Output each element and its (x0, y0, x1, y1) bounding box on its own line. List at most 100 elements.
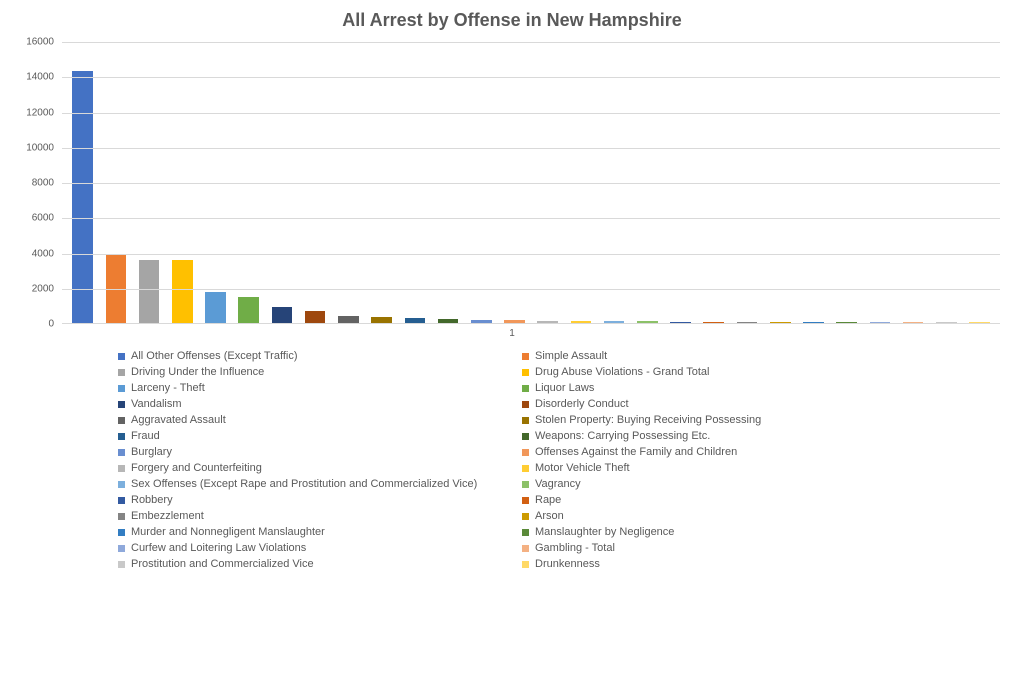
x-axis-label: 1 (0, 328, 1024, 339)
legend-swatch (118, 449, 125, 456)
legend-label: Offenses Against the Family and Children (535, 446, 737, 458)
y-tick-label: 2000 (32, 283, 54, 294)
legend-swatch (522, 417, 529, 424)
bar (836, 322, 857, 323)
bar (637, 321, 658, 323)
bar (305, 311, 326, 323)
gridline (62, 218, 1000, 219)
legend-item: Simple Assault (522, 350, 918, 362)
legend-item: Gambling - Total (522, 542, 918, 554)
legend-label: Weapons: Carrying Possessing Etc. (535, 430, 710, 442)
bar (205, 292, 226, 323)
legend-label: Rape (535, 494, 561, 506)
legend-label: Robbery (131, 494, 173, 506)
legend-item: Manslaughter by Negligence (522, 526, 918, 538)
legend-label: Murder and Nonnegligent Manslaughter (131, 526, 325, 538)
legend-item: Offenses Against the Family and Children (522, 446, 918, 458)
bar (737, 322, 758, 323)
legend-label: Disorderly Conduct (535, 398, 629, 410)
y-tick-label: 10000 (26, 142, 54, 153)
legend-item: Prostitution and Commercialized Vice (118, 558, 514, 570)
legend-swatch (118, 385, 125, 392)
legend-item: Driving Under the Influence (118, 366, 514, 378)
legend-label: Fraud (131, 430, 160, 442)
legend-label: Motor Vehicle Theft (535, 462, 630, 474)
legend-swatch (118, 417, 125, 424)
legend-swatch (522, 529, 529, 536)
gridline (62, 254, 1000, 255)
legend-label: Vandalism (131, 398, 182, 410)
legend-item: Fraud (118, 430, 514, 442)
legend-swatch (118, 513, 125, 520)
legend-swatch (118, 561, 125, 568)
bar (504, 320, 525, 323)
bar (72, 71, 93, 323)
y-tick-label: 8000 (32, 178, 54, 189)
bar (969, 322, 990, 323)
legend-label: Gambling - Total (535, 542, 615, 554)
legend-item: Robbery (118, 494, 514, 506)
gridline (62, 42, 1000, 43)
legend-label: Stolen Property: Buying Receiving Posses… (535, 414, 761, 426)
gridline (62, 77, 1000, 78)
legend-swatch (118, 465, 125, 472)
legend-label: Curfew and Loitering Law Violations (131, 542, 306, 554)
legend-swatch (118, 401, 125, 408)
bar (870, 322, 891, 323)
bar (471, 320, 492, 323)
legend-swatch (118, 481, 125, 488)
legend-item: Drug Abuse Violations - Grand Total (522, 366, 918, 378)
bar (936, 322, 957, 323)
bar (670, 322, 691, 323)
bar (903, 322, 924, 323)
legend-label: Larceny - Theft (131, 382, 205, 394)
legend-item: Weapons: Carrying Possessing Etc. (522, 430, 918, 442)
legend-label: Simple Assault (535, 350, 607, 362)
legend-swatch (118, 497, 125, 504)
legend-swatch (522, 449, 529, 456)
legend-swatch (522, 481, 529, 488)
bar (537, 321, 558, 323)
legend-swatch (522, 465, 529, 472)
legend-swatch (118, 369, 125, 376)
legend-swatch (522, 513, 529, 520)
legend-item: Disorderly Conduct (522, 398, 918, 410)
legend-swatch (118, 545, 125, 552)
legend-label: All Other Offenses (Except Traffic) (131, 350, 298, 362)
legend-item: Rape (522, 494, 918, 506)
y-tick-label: 16000 (26, 37, 54, 48)
legend-swatch (522, 433, 529, 440)
chart-title: All Arrest by Offense in New Hampshire (0, 10, 1024, 31)
legend-item: Murder and Nonnegligent Manslaughter (118, 526, 514, 538)
legend-swatch (118, 353, 125, 360)
legend-item: All Other Offenses (Except Traffic) (118, 350, 514, 362)
legend-swatch (118, 433, 125, 440)
legend-item: Sex Offenses (Except Rape and Prostituti… (118, 478, 514, 490)
legend-item: Burglary (118, 446, 514, 458)
legend-label: Driving Under the Influence (131, 366, 264, 378)
bar (338, 316, 359, 323)
legend-label: Prostitution and Commercialized Vice (131, 558, 314, 570)
legend-item: Motor Vehicle Theft (522, 462, 918, 474)
bar (438, 319, 459, 323)
legend-swatch (522, 561, 529, 568)
bar (238, 297, 259, 323)
gridline (62, 289, 1000, 290)
y-axis: 0200040006000800010000120001400016000 (0, 42, 58, 324)
legend-label: Arson (535, 510, 564, 522)
bar (139, 260, 160, 323)
gridline (62, 113, 1000, 114)
legend-item: Arson (522, 510, 918, 522)
legend-swatch (522, 369, 529, 376)
y-tick-label: 14000 (26, 72, 54, 83)
bar (371, 317, 392, 323)
legend-label: Forgery and Counterfeiting (131, 462, 262, 474)
bar (770, 322, 791, 323)
bar (272, 307, 293, 323)
legend-swatch (522, 545, 529, 552)
legend-swatch (118, 529, 125, 536)
bar (803, 322, 824, 323)
y-tick-label: 12000 (26, 107, 54, 118)
legend-item: Larceny - Theft (118, 382, 514, 394)
y-tick-label: 6000 (32, 213, 54, 224)
